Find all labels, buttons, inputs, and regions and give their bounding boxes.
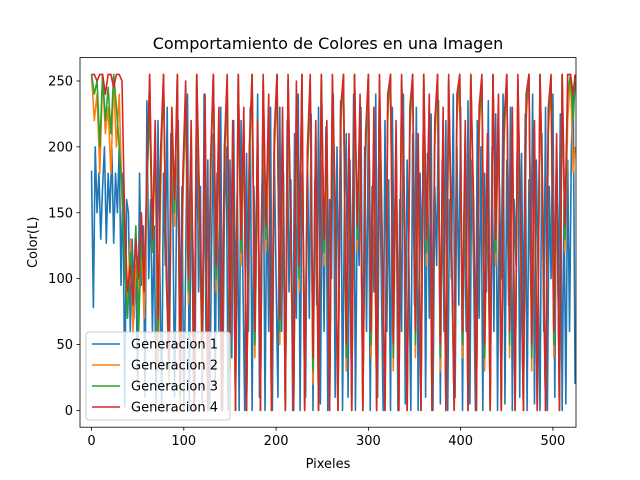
legend-label-3: Generacion 3 (131, 380, 218, 395)
legend: Generacion 1 Generacion 2 Generacion 3 Gene… (85, 331, 231, 421)
y-axis-ticks: 0 50 100 150 200 250 (48, 74, 80, 419)
x-tick-label: 300 (356, 434, 381, 449)
x-tick-label: 400 (448, 434, 473, 449)
y-tick-label: 0 (65, 404, 73, 419)
y-tick-label: 250 (48, 74, 73, 89)
x-axis-ticks: 0 100 200 300 400 500 (87, 427, 565, 449)
x-tick-label: 0 (87, 434, 95, 449)
y-tick-label: 150 (48, 206, 73, 221)
plot-lines (90, 73, 576, 412)
y-axis-label: Color(L) (26, 217, 41, 268)
x-tick-label: 500 (541, 434, 566, 449)
legend-box (85, 331, 231, 421)
series-line-4 (91, 73, 576, 412)
y-tick-label: 50 (56, 338, 73, 353)
y-tick-label: 200 (48, 140, 73, 155)
legend-label-1: Generacion 1 (131, 338, 218, 353)
plot-frame (79, 57, 577, 428)
x-tick-label: 200 (264, 434, 289, 449)
legend-label-4: Generacion 4 (131, 401, 218, 416)
chart-title: Comportamiento de Colores en una Imagen (153, 34, 504, 53)
x-tick-label: 100 (171, 434, 196, 449)
y-tick-label: 100 (48, 272, 73, 287)
legend-label-2: Generacion 2 (131, 359, 218, 374)
x-axis-label: Pixeles (306, 457, 351, 472)
